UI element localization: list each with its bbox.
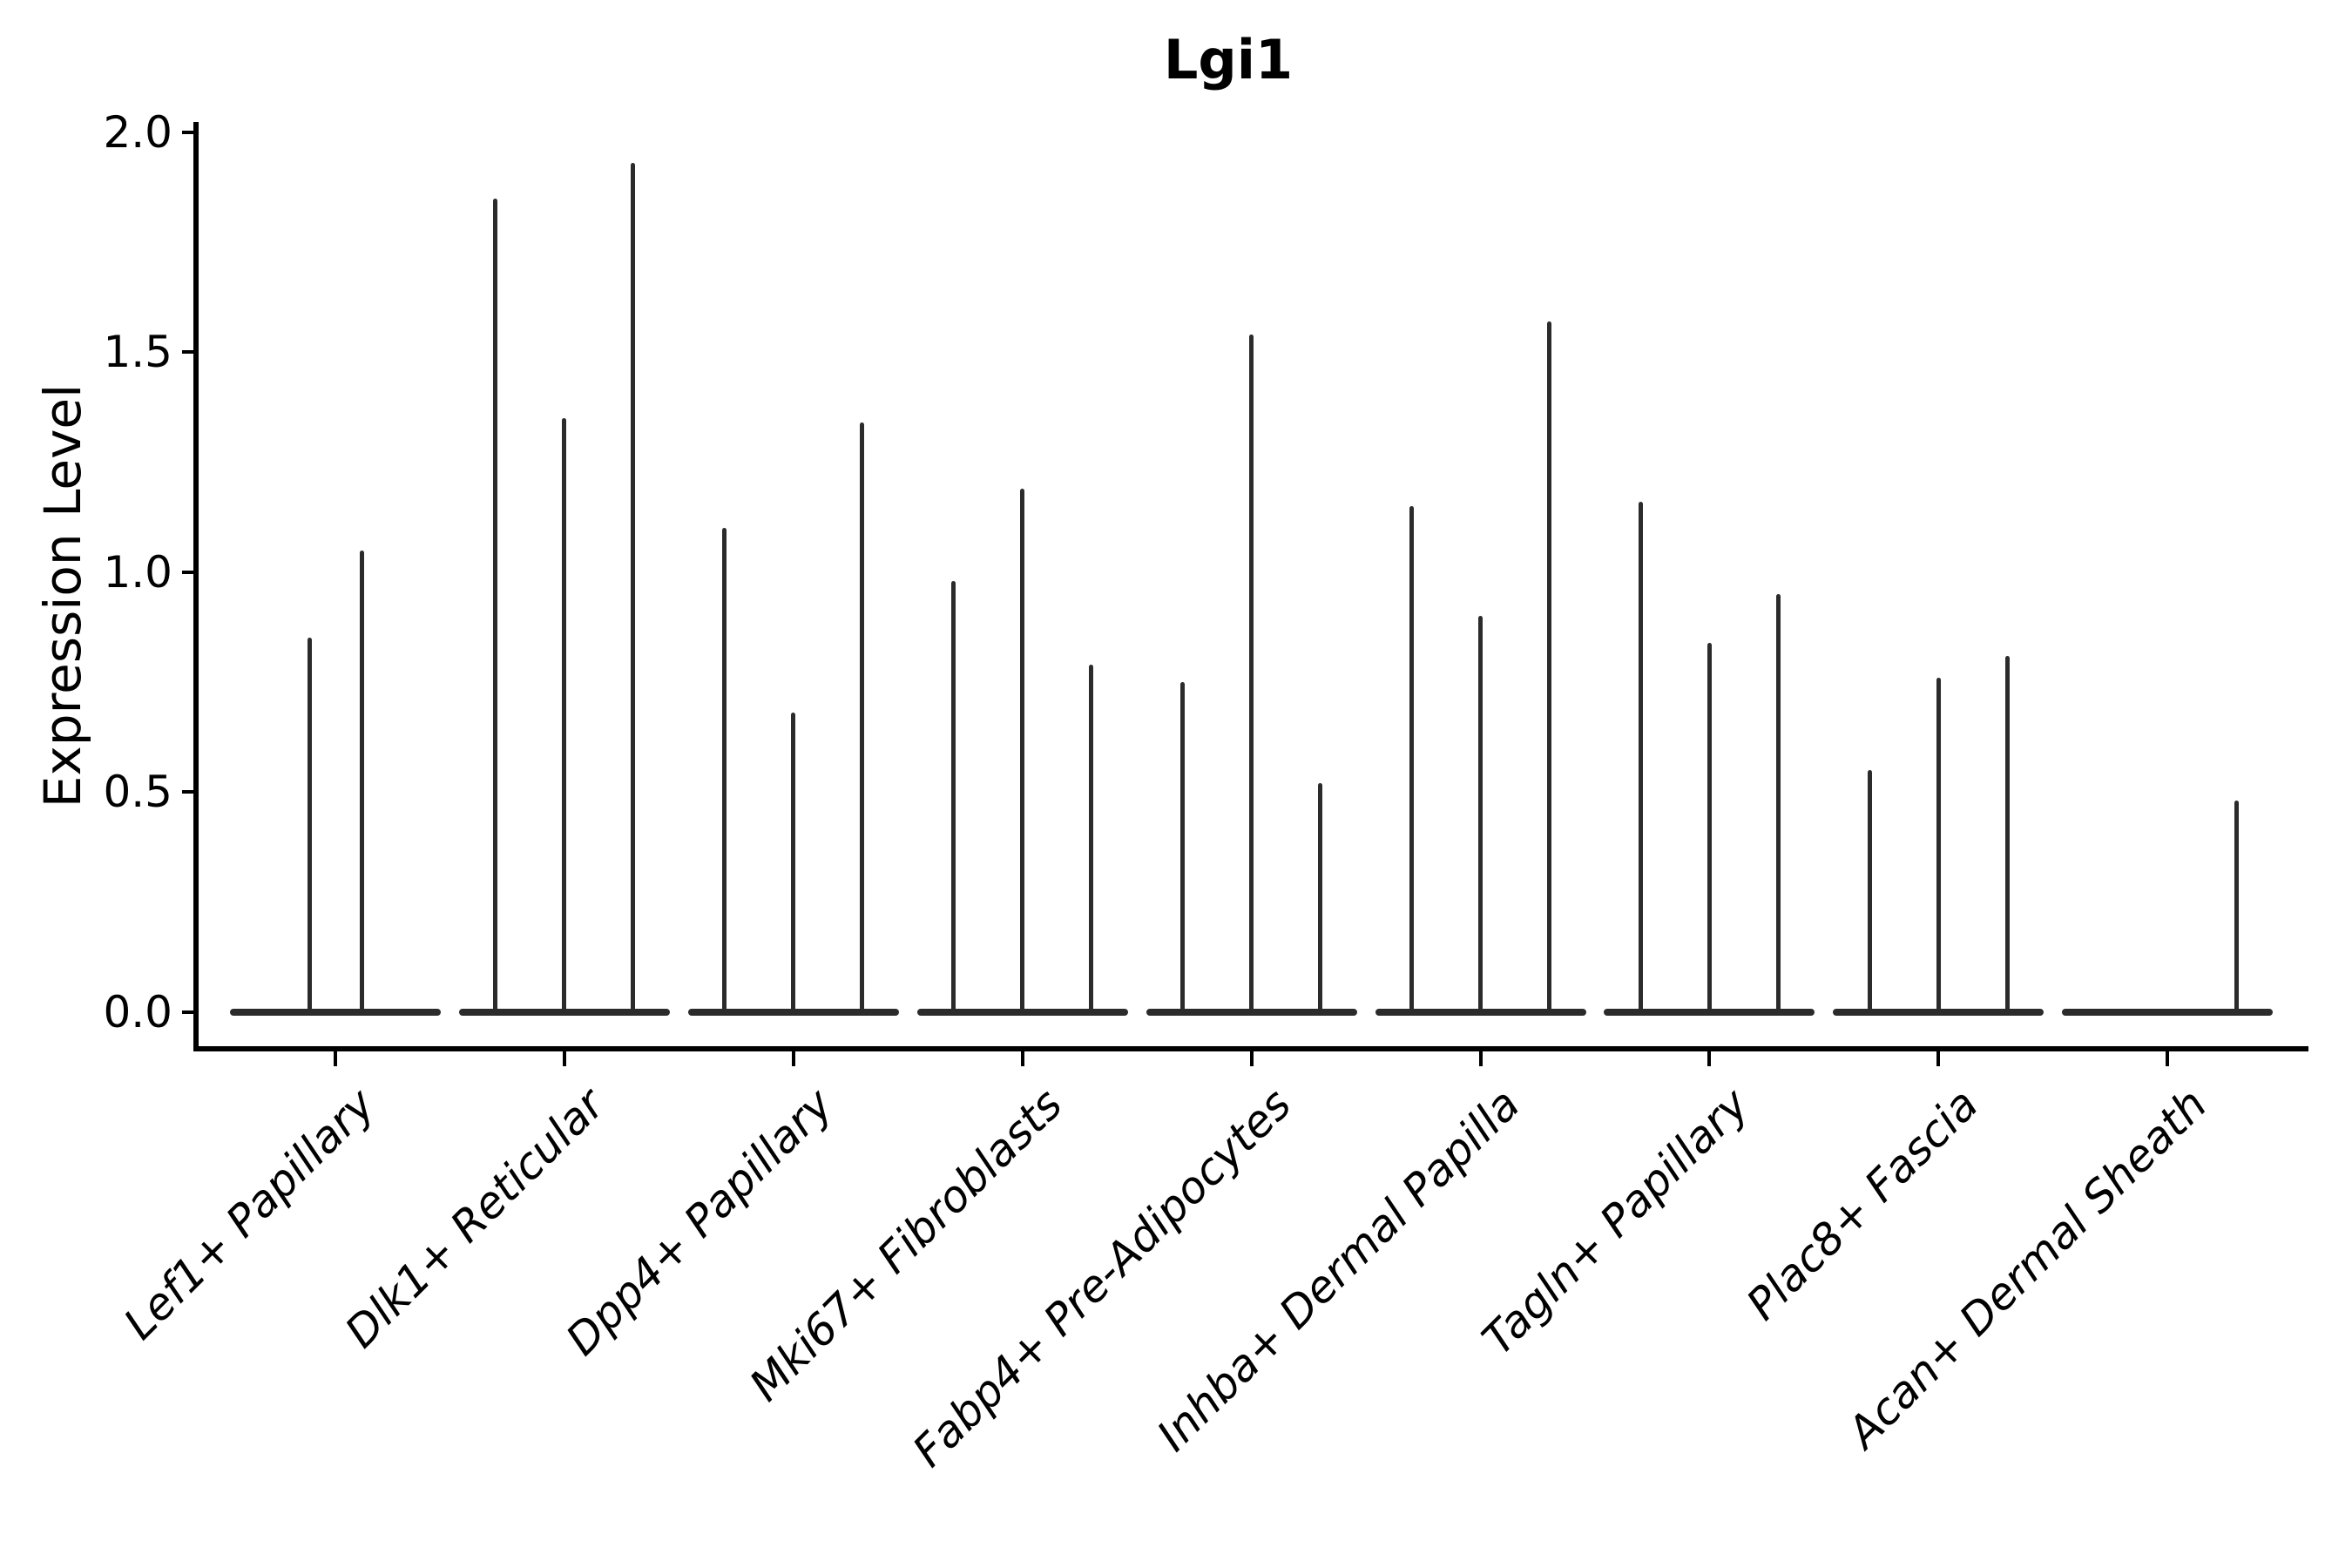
violin-spike (359, 550, 364, 1014)
violin-spike (951, 580, 956, 1014)
violin-spike (562, 418, 567, 1014)
x-tick (1249, 1051, 1254, 1066)
violin-spike (493, 198, 498, 1014)
y-tick-label: 1.0 (103, 546, 172, 598)
violin-spike (1020, 488, 1025, 1014)
y-tick-label: 0.0 (103, 986, 172, 1037)
y-tick (182, 1010, 193, 1014)
y-tick (182, 570, 193, 574)
y-tick-label: 0.5 (103, 767, 172, 818)
y-tick-label: 2.0 (103, 107, 172, 158)
y-tick (182, 790, 193, 794)
x-tick (2166, 1051, 2170, 1066)
violin-spike (1867, 769, 1872, 1014)
violin-spike (1249, 335, 1254, 1014)
violin-spike (1547, 321, 1551, 1014)
violin-spike (1409, 506, 1414, 1014)
violin-spike (860, 422, 865, 1014)
violin-spike (307, 638, 312, 1014)
violin-spike (2004, 655, 2010, 1014)
violin-spike (791, 713, 796, 1014)
x-tick (562, 1051, 566, 1066)
violin-spike (1089, 664, 1094, 1014)
x-tick (1020, 1051, 1024, 1066)
x-tick-label: Fabp4+ Pre-Adipocytes (902, 1078, 1301, 1477)
violin-spike (2234, 801, 2239, 1014)
x-tick (334, 1051, 337, 1066)
x-axis-line (193, 1046, 2308, 1051)
x-tick-label: Lef1+ Papillary (114, 1078, 385, 1349)
y-tick-label: 1.5 (103, 327, 172, 378)
violin-baseline (2062, 1008, 2274, 1016)
violin-spike (631, 163, 636, 1014)
violin-spike (1775, 593, 1781, 1014)
y-axis-line (193, 122, 199, 1051)
violin-spike (722, 528, 727, 1014)
chart-title: Lgi1 (1163, 28, 1294, 91)
x-tick (1478, 1051, 1483, 1066)
x-tick-label: Plac8+ Fascia (1736, 1078, 1988, 1330)
violin-spike (1318, 783, 1323, 1014)
violin-baseline (230, 1008, 441, 1016)
x-tick (791, 1051, 795, 1066)
violin-spike (1707, 642, 1712, 1014)
violin-spike (1638, 501, 1643, 1014)
y-tick (182, 350, 193, 355)
x-tick (1936, 1051, 1941, 1066)
y-tick (182, 131, 193, 134)
violin-spike (1936, 677, 1941, 1014)
violin-spike (1180, 681, 1186, 1014)
violin-spike (1478, 616, 1483, 1014)
x-tick (1707, 1051, 1712, 1066)
